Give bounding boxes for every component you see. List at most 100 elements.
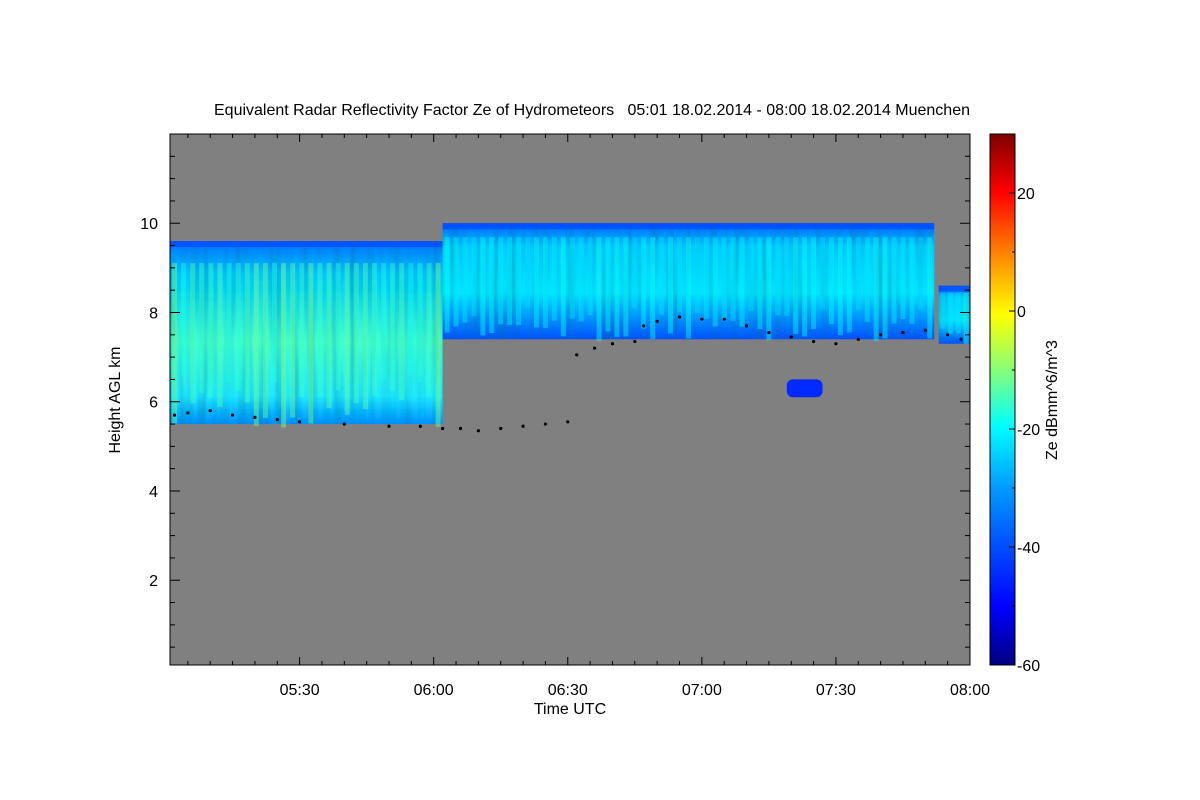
echo-streak bbox=[766, 237, 772, 341]
cloud-base-point bbox=[575, 353, 579, 357]
cloud-base-point bbox=[677, 315, 682, 319]
echo-streak bbox=[721, 237, 727, 320]
echo-streak bbox=[362, 263, 368, 410]
x-axis-label: Time UTC bbox=[534, 701, 606, 718]
echo-streak bbox=[659, 237, 665, 315]
y-tick-label: 4 bbox=[149, 484, 158, 501]
cloud-base-point bbox=[441, 426, 445, 431]
echo-streak bbox=[775, 237, 781, 316]
echo-streak bbox=[417, 263, 423, 382]
cloud-base-point bbox=[811, 339, 816, 344]
cloud-base-point bbox=[959, 337, 963, 341]
echo-streak bbox=[587, 237, 593, 316]
cloud-base-point bbox=[275, 417, 279, 422]
echo-streak bbox=[846, 237, 852, 333]
echo-streak bbox=[444, 237, 450, 333]
colorbar-label: Ze dBmm^6/m^3 bbox=[1044, 340, 1061, 460]
cloud-base-point bbox=[789, 335, 793, 339]
echo-streak bbox=[353, 263, 359, 404]
echo-streak bbox=[426, 263, 432, 396]
cloud-base-point bbox=[592, 346, 597, 350]
echo-streak bbox=[748, 237, 754, 311]
x-tick-label: 06:00 bbox=[414, 682, 454, 699]
echo-body bbox=[442, 223, 935, 340]
echo-streak bbox=[235, 263, 241, 391]
echo-streak bbox=[668, 237, 674, 334]
echo-streak bbox=[596, 237, 602, 342]
y-tick-label: 2 bbox=[149, 573, 158, 590]
echo-streak bbox=[641, 237, 647, 329]
cloud-base-point bbox=[253, 415, 257, 419]
echo-streak bbox=[272, 263, 278, 383]
echo-streak bbox=[308, 263, 314, 424]
cloud-base-point bbox=[543, 422, 548, 426]
echo-body bbox=[938, 285, 970, 344]
echo-streak bbox=[757, 237, 763, 330]
echo-streak bbox=[399, 263, 405, 401]
cloud-base-point bbox=[499, 426, 503, 431]
x-tick-label: 08:00 bbox=[950, 682, 990, 699]
echo-streak bbox=[525, 237, 531, 308]
echo-streak bbox=[882, 237, 888, 339]
echo-region-isolated-echo bbox=[786, 379, 823, 398]
cloud-base-point bbox=[834, 342, 838, 346]
echo-body bbox=[170, 241, 443, 425]
echo-streak bbox=[489, 237, 495, 333]
colorbar-axis: -60 -40 -20 0 20 bbox=[1009, 133, 1040, 675]
echo-streak bbox=[344, 263, 350, 415]
cloud-base-point bbox=[298, 420, 302, 424]
echo-streak bbox=[199, 263, 205, 394]
cloud-base-point bbox=[172, 413, 177, 417]
echo-streak bbox=[190, 263, 196, 404]
cloud-base-point bbox=[700, 317, 704, 321]
colorbar-tick-label: -60 bbox=[1017, 658, 1040, 675]
echo-streak bbox=[900, 237, 906, 319]
echo-streak bbox=[623, 237, 629, 337]
cloud-base-point bbox=[566, 420, 570, 424]
echo-streak bbox=[290, 263, 296, 418]
echo-streak bbox=[739, 237, 745, 327]
echo-streak bbox=[244, 263, 250, 403]
echo-streak bbox=[947, 292, 953, 334]
cloud-base-point bbox=[856, 337, 860, 341]
echo-region-late-cloud bbox=[938, 285, 970, 344]
echo-streak bbox=[435, 263, 441, 427]
echo-streak bbox=[703, 237, 709, 319]
echo-streak bbox=[281, 263, 287, 428]
echo-streak bbox=[551, 237, 557, 321]
echo-streak bbox=[963, 292, 969, 344]
cloud-base-point bbox=[655, 319, 659, 324]
cloud-base-point bbox=[879, 333, 883, 337]
echo-streak bbox=[605, 237, 611, 332]
echo-streak bbox=[208, 263, 214, 398]
echo-streak bbox=[262, 263, 268, 418]
echo-streak bbox=[909, 237, 915, 324]
cloud-base-point bbox=[642, 324, 646, 328]
x-tick-label: 05:30 bbox=[280, 682, 320, 699]
echo-streak bbox=[390, 263, 396, 391]
echo-streak bbox=[317, 263, 323, 397]
echo-streak bbox=[217, 263, 223, 408]
echo-region-main-cloud bbox=[442, 223, 935, 342]
colorbar-tick-label: 0 bbox=[1017, 304, 1026, 321]
cloud-base-point bbox=[901, 330, 905, 335]
cloud-base-point bbox=[722, 317, 726, 321]
echo-streak bbox=[381, 263, 387, 381]
x-tick-label: 07:00 bbox=[682, 682, 722, 699]
colorbar-tick-label: 20 bbox=[1017, 186, 1035, 203]
echo-streak bbox=[371, 263, 377, 396]
echo-streak bbox=[927, 237, 933, 339]
y-tick-label: 10 bbox=[140, 216, 158, 233]
echo-streak bbox=[516, 237, 522, 325]
cloud-base-point bbox=[610, 342, 615, 346]
y-axis-label: Height AGL km bbox=[107, 346, 124, 453]
echo-streak bbox=[793, 237, 799, 335]
cloud-base-point bbox=[387, 424, 391, 428]
y-tick-label: 8 bbox=[149, 305, 158, 322]
cloud-base-point bbox=[186, 411, 190, 415]
cloud-base-point bbox=[946, 333, 950, 337]
echo-streak bbox=[408, 263, 414, 373]
echo-streak bbox=[712, 237, 718, 327]
x-tick-label: 07:30 bbox=[816, 682, 856, 699]
